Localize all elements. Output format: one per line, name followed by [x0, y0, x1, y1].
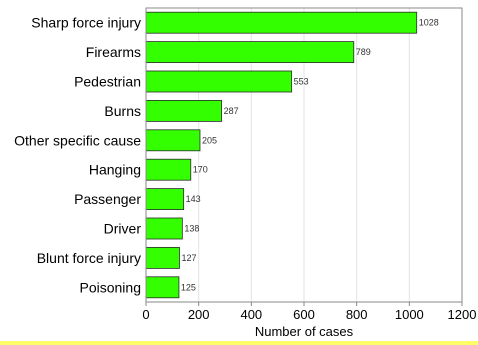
bar [145, 129, 201, 152]
data-label: 287 [224, 106, 239, 116]
category-label: Other specific cause [14, 132, 141, 148]
x-axis-ticks: 0 200 400 600 800 1000 1200 [142, 302, 476, 322]
category-label: Hanging [89, 162, 141, 178]
bar [145, 11, 418, 34]
bar [145, 188, 185, 211]
data-label: 170 [193, 165, 208, 175]
x-tick-label: 0 [142, 307, 149, 322]
x-tick-label: 200 [188, 307, 210, 322]
bars [145, 11, 418, 299]
footer-strip [0, 341, 478, 345]
category-label: Driver [104, 221, 142, 237]
x-tick-label: 400 [240, 307, 262, 322]
category-label: Burns [104, 103, 141, 119]
bar [145, 158, 192, 181]
category-label: Pedestrian [74, 74, 141, 90]
bar [145, 217, 183, 240]
x-tick-label: 600 [293, 307, 315, 322]
data-label: 553 [294, 77, 309, 87]
bar [145, 41, 355, 63]
x-tick-label: 800 [346, 307, 368, 322]
bar [145, 100, 222, 122]
data-label: 1028 [419, 18, 439, 28]
category-label: Passenger [74, 191, 141, 207]
category-label: Poisoning [80, 279, 142, 295]
category-labels: Sharp force injury Firearms Pedestrian Burn… [14, 15, 141, 296]
data-label: 127 [181, 253, 196, 263]
x-tick-label: 1200 [448, 307, 477, 322]
data-label: 205 [202, 135, 217, 145]
category-label: Firearms [86, 44, 141, 60]
data-label: 125 [181, 282, 196, 292]
bar [145, 276, 180, 299]
x-axis-title: Number of cases [255, 324, 354, 339]
category-label: Sharp force injury [31, 15, 141, 31]
data-label: 143 [186, 194, 201, 204]
data-label: 789 [356, 47, 371, 57]
data-labels: 1028 789 553 287 205 170 143 138 127 125 [181, 18, 439, 293]
bar [145, 246, 180, 269]
bar [145, 70, 293, 93]
x-tick-label: 1000 [395, 307, 424, 322]
data-label: 138 [184, 224, 199, 234]
category-label: Blunt force injury [37, 250, 141, 266]
plot-frame [145, 7, 463, 303]
